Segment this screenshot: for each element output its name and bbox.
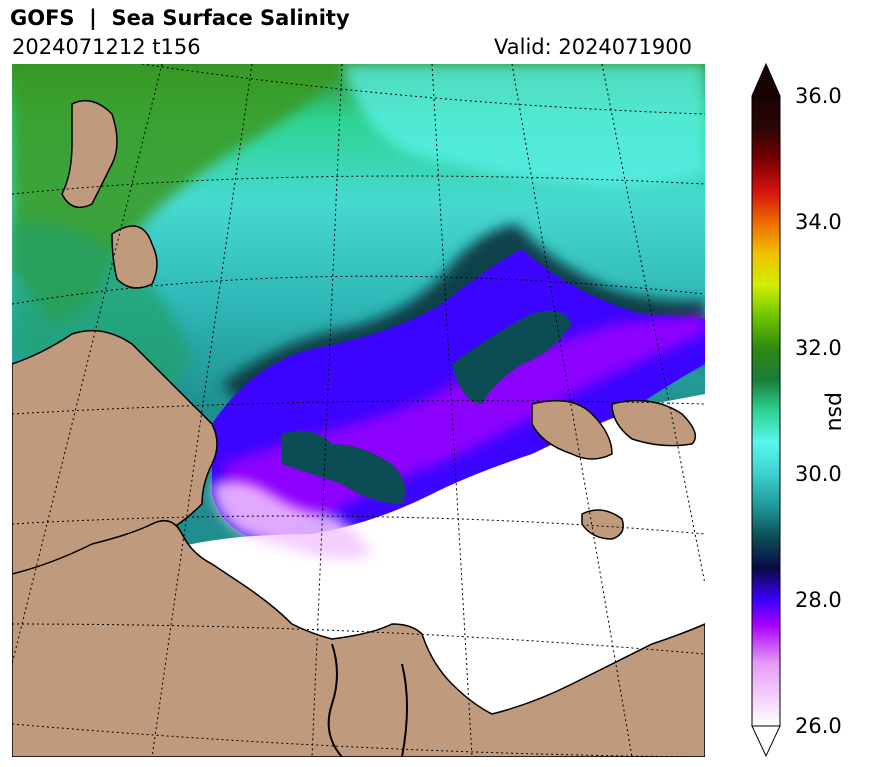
colorbar-extend-max	[751, 62, 781, 97]
colorbar-unit-label: psu	[823, 392, 848, 432]
dark-patch	[282, 430, 406, 504]
rivers	[327, 643, 408, 757]
cyan-water	[342, 64, 705, 188]
colorbar-tick-label: 30.0	[795, 462, 842, 486]
dark-patch	[452, 310, 572, 404]
graticule	[12, 64, 705, 757]
colorbar-tick-label: 32.0	[795, 336, 842, 360]
colorbar-tick-label: 28.0	[795, 588, 842, 612]
colorbar-tick-label: 34.0	[795, 210, 842, 234]
colorbar	[750, 62, 790, 766]
colorbar-tick-label: 26.0	[795, 714, 842, 738]
land	[12, 99, 705, 757]
run-label: 2024071212 t156	[12, 35, 201, 59]
colorbar-gradient	[751, 95, 781, 727]
colorbar-tick-label: 36.0	[795, 84, 842, 108]
fresh-water-lobe	[212, 480, 372, 559]
map-title: GOFS | Sea Surface Salinity	[10, 6, 350, 30]
salinity-map	[12, 64, 705, 757]
meridians	[12, 64, 705, 757]
colorbar-extend-min	[751, 725, 781, 758]
valid-time-label: Valid: 2024071900	[494, 35, 692, 59]
